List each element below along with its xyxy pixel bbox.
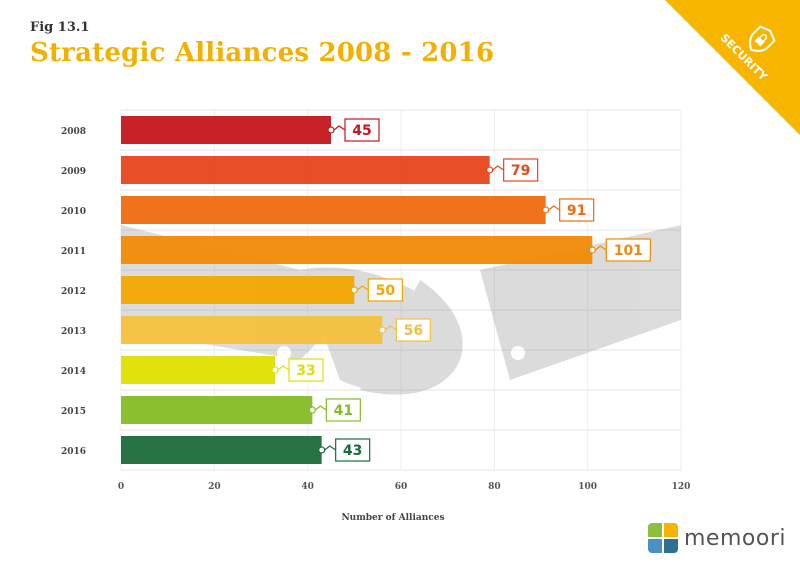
- value-label-box: [344, 118, 380, 142]
- value-connector-dot: [271, 366, 279, 374]
- value-label: 79: [511, 163, 530, 179]
- value-connector: [324, 445, 336, 451]
- chart-title: Strategic Alliances 2008 - 2016: [30, 38, 495, 68]
- bar: [121, 316, 383, 344]
- memoori-logo: memoori: [648, 523, 786, 553]
- x-tick-label: 120: [672, 482, 691, 492]
- shield-lock-icon: [749, 25, 776, 52]
- value-label-box: [559, 198, 595, 222]
- value-label-box: [288, 358, 324, 382]
- value-label-box: [335, 438, 371, 462]
- bar: [121, 396, 313, 424]
- x-tick-label: 60: [395, 482, 408, 492]
- value-connector-dot: [327, 126, 335, 134]
- x-tick-label: 40: [301, 482, 314, 492]
- value-label: 56: [404, 323, 423, 339]
- bar: [121, 436, 322, 464]
- memoori-logo-icon: [648, 523, 678, 553]
- value-connector-dot: [588, 246, 596, 254]
- value-connector-dot: [378, 326, 386, 334]
- x-tick-label: 0: [118, 482, 124, 492]
- cufflink-button: [511, 346, 525, 360]
- value-label: 41: [334, 403, 353, 419]
- x-tick-label: 100: [578, 482, 597, 492]
- value-connector: [594, 245, 607, 251]
- category-label: 2008: [61, 127, 86, 137]
- value-connector-dot: [350, 286, 358, 294]
- bar: [121, 356, 275, 384]
- value-label-box: [605, 238, 651, 262]
- category-label: 2012: [61, 287, 86, 297]
- value-label-box: [367, 278, 403, 302]
- x-tick-label: 80: [488, 482, 501, 492]
- category-label: 2010: [61, 207, 86, 217]
- category-label: 2009: [61, 167, 86, 177]
- value-connector: [356, 285, 369, 291]
- value-label: 101: [614, 243, 643, 259]
- category-label: 2016: [61, 447, 86, 457]
- value-label: 33: [296, 363, 315, 379]
- bar: [121, 196, 546, 224]
- value-connector: [384, 325, 397, 331]
- value-label-box: [395, 318, 431, 342]
- value-label: 91: [567, 203, 586, 219]
- bar: [121, 116, 331, 144]
- value-label: 45: [352, 123, 371, 139]
- value-connector: [492, 165, 504, 171]
- x-axis-title: Number of Alliances: [341, 513, 444, 523]
- value-connector-dot: [486, 166, 494, 174]
- x-tick-label: 20: [208, 482, 221, 492]
- value-connector: [314, 405, 327, 411]
- category-label: 2011: [61, 247, 86, 257]
- value-label: 50: [376, 283, 396, 299]
- category-label: 2015: [61, 407, 86, 417]
- cufflink-button: [277, 346, 291, 360]
- category-label: 2013: [61, 327, 86, 337]
- value-connector-dot: [542, 206, 550, 214]
- category-label: 2014: [61, 367, 86, 377]
- value-connector-dot: [308, 406, 316, 414]
- value-connector: [548, 205, 560, 211]
- bar: [121, 236, 593, 264]
- value-label-box: [503, 158, 539, 182]
- bar: [121, 156, 490, 184]
- value-connector: [277, 365, 290, 371]
- bar: [121, 276, 355, 304]
- value-connector: [333, 125, 346, 131]
- value-label: 43: [343, 443, 362, 459]
- figure-label: Fig 13.1: [30, 20, 90, 35]
- security-badge: SECURITY: [665, 0, 800, 135]
- value-label-box: [325, 398, 361, 422]
- logo-text: memoori: [684, 525, 786, 551]
- value-connector-dot: [318, 446, 326, 454]
